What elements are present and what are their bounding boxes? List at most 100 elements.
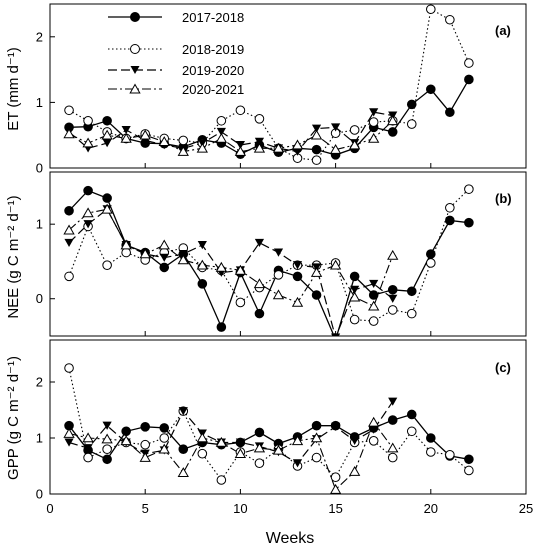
data-point-2018-2019 xyxy=(368,117,379,127)
data-point-2017-2018 xyxy=(311,144,322,155)
data-point-2019-2020 xyxy=(388,397,398,406)
data-point-2018-2019 xyxy=(311,452,322,463)
x-tick-label: 0 xyxy=(46,501,53,516)
data-point-2018-2019 xyxy=(64,105,74,116)
data-point-2020-2021 xyxy=(387,442,399,453)
data-point-2020-2021 xyxy=(272,142,285,153)
data-point-2020-2021 xyxy=(310,267,323,277)
panel-b: (b) NEE (g C m⁻² d⁻¹) xyxy=(5,191,512,319)
legend-item-2019-2020: 2019-2020 xyxy=(108,63,244,78)
data-point-2020-2021 xyxy=(253,442,266,453)
data-point-2017-2018 xyxy=(445,215,455,226)
data-point-2018-2019 xyxy=(254,114,265,124)
panel-b-tag: (b) xyxy=(495,191,512,206)
panel-b-series-2019-2020 xyxy=(68,208,394,336)
data-point-2019-2020 xyxy=(369,425,379,434)
panel-a-plot: 0 1 2 xyxy=(36,3,527,176)
data-point-2017-2018 xyxy=(387,284,398,295)
data-point-2017-2018 xyxy=(159,423,170,433)
panel-c-series-2017-2018 xyxy=(68,413,470,461)
data-point-2019-2020 xyxy=(292,459,303,468)
legend-label-2020-2021: 2020-2021 xyxy=(182,82,244,97)
series-line-2018-2019 xyxy=(68,188,470,322)
data-point-2020-2021 xyxy=(291,435,304,446)
data-point-2018-2019 xyxy=(216,475,227,485)
data-point-2020-2021 xyxy=(329,483,342,494)
data-point-2018-2019 xyxy=(102,444,112,455)
series-line-2019-2020 xyxy=(68,208,394,336)
data-point-2019-2020 xyxy=(388,294,398,303)
x-tick-label: 20 xyxy=(424,501,438,516)
data-point-2017-2018 xyxy=(197,279,208,289)
data-point-2017-2018 xyxy=(311,290,322,300)
data-point-2018-2019 xyxy=(406,119,417,129)
x-tick-label: 15 xyxy=(328,501,342,516)
panel-a-series-2019-2020 xyxy=(68,111,393,153)
data-point-2017-2018 xyxy=(140,422,150,432)
data-point-2018-2019 xyxy=(406,426,417,437)
data-point-2020-2021 xyxy=(63,427,75,438)
data-point-2017-2018 xyxy=(368,290,379,300)
panel-b-ytick-label: 1 xyxy=(36,217,43,232)
series-line-2017-2018 xyxy=(68,189,469,336)
data-point-2020-2021 xyxy=(348,139,361,150)
data-point-2019-2020 xyxy=(331,422,341,431)
data-point-2020-2021 xyxy=(82,432,94,443)
data-point-2020-2021 xyxy=(139,129,151,140)
data-point-2019-2020 xyxy=(121,125,131,135)
data-point-2020-2021 xyxy=(177,467,189,478)
data-point-2020-2021 xyxy=(82,207,94,218)
data-point-2019-2020 xyxy=(254,137,265,146)
x-tick-label: 25 xyxy=(519,501,533,516)
data-point-2017-2018 xyxy=(464,454,474,465)
panel-c-ytick-label: 1 xyxy=(36,431,43,446)
data-point-2019-2020 xyxy=(292,147,303,156)
data-point-2020-2021 xyxy=(234,145,247,156)
data-point-2017-2018 xyxy=(102,115,112,126)
legend-label-2017-2018: 2017-2018 xyxy=(182,10,244,25)
data-point-2020-2021 xyxy=(272,444,285,455)
data-point-2019-2020 xyxy=(64,438,74,447)
panel-b-ylabel: NEE (g C m⁻² d⁻¹) xyxy=(5,195,22,318)
data-point-2020-2021 xyxy=(82,137,94,148)
data-point-2019-2020 xyxy=(102,139,112,148)
data-point-2018-2019 xyxy=(426,4,436,15)
data-point-2018-2019 xyxy=(159,433,170,443)
data-point-2018-2019 xyxy=(368,316,379,326)
panel-b-series-2018-2019 xyxy=(68,188,470,322)
panel-c-ytick-label: 2 xyxy=(36,375,43,390)
legend-item-2017-2018: 2017-2018 xyxy=(108,10,244,25)
data-point-2020-2021 xyxy=(234,264,247,275)
panel-a-markers-2017-2018 xyxy=(64,74,474,160)
legend-marker-2020-2021 xyxy=(129,83,141,94)
panel-c-ylabel: GPP (g C m⁻² d⁻¹) xyxy=(5,356,22,480)
panel-b-markers-2019-2020 xyxy=(64,205,398,336)
data-point-2017-2018 xyxy=(121,426,131,437)
data-point-2020-2021 xyxy=(139,248,151,259)
data-point-2017-2018 xyxy=(102,454,112,465)
data-point-2017-2018 xyxy=(292,271,303,282)
data-point-2019-2020 xyxy=(235,438,245,447)
data-point-2018-2019 xyxy=(368,436,379,446)
panel-c-tag: (c) xyxy=(495,360,511,375)
data-point-2019-2020 xyxy=(311,124,322,133)
series-line-2017-2018 xyxy=(68,79,470,156)
data-point-2020-2021 xyxy=(253,142,266,153)
data-point-2018-2019 xyxy=(464,465,474,476)
data-point-2020-2021 xyxy=(177,145,189,156)
data-point-2018-2019 xyxy=(464,58,474,68)
panel-c-ytick-label: 0 xyxy=(36,487,43,502)
panel-c-series-2018-2019 xyxy=(68,367,470,481)
series-line-2018-2019 xyxy=(68,367,470,481)
data-point-2020-2021 xyxy=(272,289,285,300)
legend-label-2018-2019: 2018-2019 xyxy=(182,42,244,57)
data-point-2017-2018 xyxy=(349,271,360,282)
series-line-2019-2020 xyxy=(68,111,393,153)
panel-a-frame xyxy=(49,3,527,169)
legend: 2017-2018 2018-2019 2019-2020 2020-2021 xyxy=(108,10,244,97)
panel-b-ytick-label: 0 xyxy=(36,291,43,306)
data-point-2020-2021 xyxy=(120,132,132,143)
panel-a-tag: (a) xyxy=(495,23,511,38)
data-point-2020-2021 xyxy=(291,139,304,150)
